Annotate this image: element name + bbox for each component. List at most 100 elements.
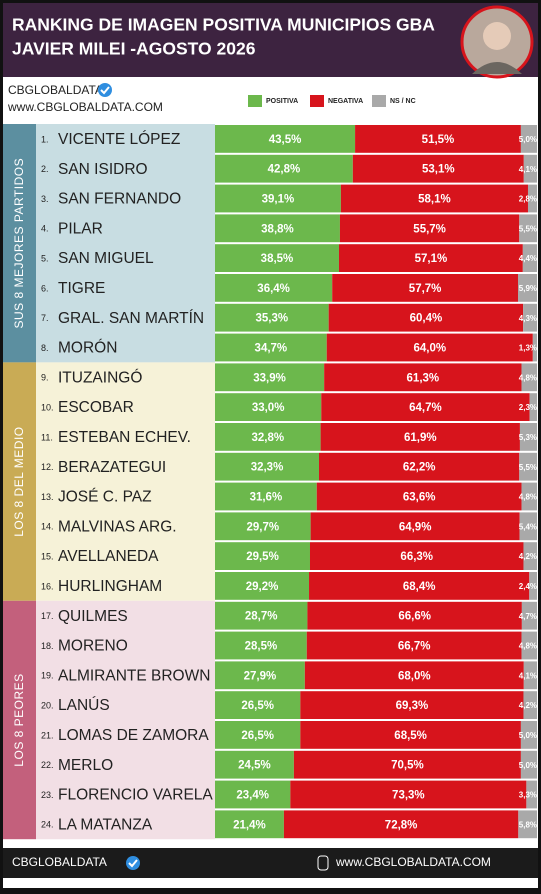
value-label: 72,8%: [385, 819, 418, 831]
bar-segment: [215, 631, 307, 660]
rank: 4.: [41, 224, 49, 234]
bar-segment: [518, 274, 537, 302]
bar-segment: [309, 572, 530, 600]
value-label: 68,0%: [398, 670, 431, 682]
bar-segment: [283, 810, 519, 839]
verified-icon: [98, 83, 112, 97]
bar-segment: [309, 542, 524, 570]
bar-segment: [215, 125, 356, 153]
value-label: 39,1%: [262, 194, 295, 206]
value-label: 2,3%: [519, 403, 537, 412]
category-label: LA MATANZA: [58, 816, 153, 833]
group-label: LOS 8 PEORES: [12, 673, 26, 766]
value-label: 4,8%: [519, 373, 537, 382]
category-label: TIGRE: [58, 280, 105, 297]
value-label: 61,9%: [404, 432, 437, 444]
bar-segment: [215, 572, 310, 600]
bar-segment: [326, 333, 533, 362]
brand-name: CBGLOBALDATA: [8, 83, 103, 97]
group-label: SUS 8 MEJORES PARTIDOS: [12, 158, 26, 329]
rank: 18.: [41, 641, 54, 651]
group-band: [3, 600, 36, 840]
category-label: ESCOBAR: [58, 399, 134, 416]
rank: 6.: [41, 283, 49, 293]
value-label: 3,3%: [519, 791, 537, 800]
value-label: 57,7%: [409, 283, 442, 295]
value-label: 29,5%: [246, 551, 279, 563]
group-background: [36, 124, 215, 363]
value-label: 55,7%: [413, 223, 446, 235]
value-label: 28,7%: [245, 611, 278, 623]
value-label: 38,5%: [261, 253, 294, 265]
value-label: 4,1%: [519, 671, 537, 680]
bar-segment: [519, 452, 537, 481]
value-label: 60,4%: [410, 313, 443, 325]
value-label: 26,5%: [241, 730, 274, 742]
bar-segment: [215, 542, 310, 570]
value-label: 33,0%: [252, 402, 285, 414]
rank: 12.: [41, 462, 54, 472]
value-label: 5,4%: [519, 522, 537, 531]
value-label: 5,0%: [519, 761, 537, 770]
legend-swatch: [310, 95, 324, 107]
footer-url: www.CBGLOBALDATA.COM: [335, 855, 491, 869]
category-label: PILAR: [58, 220, 103, 237]
bar-segment: [293, 750, 521, 779]
group-background: [36, 362, 215, 601]
value-label: 1,3%: [519, 344, 537, 353]
value-label: 58,1%: [418, 194, 451, 206]
value-label: 36,4%: [257, 283, 290, 295]
value-label: 68,4%: [403, 581, 436, 593]
bar-segment: [519, 214, 537, 243]
value-label: 35,3%: [256, 313, 289, 325]
bar-segment: [215, 214, 340, 243]
rank: 24.: [41, 820, 54, 830]
value-label: 5,0%: [519, 731, 537, 740]
rank: 14.: [41, 522, 54, 532]
category-label: AVELLANEDA: [58, 548, 159, 565]
bar-segment: [307, 601, 522, 630]
bar-segment: [300, 691, 524, 719]
value-label: 33,9%: [253, 372, 286, 384]
bar-segment: [215, 750, 294, 779]
rank: 2.: [41, 164, 49, 174]
bar-segment: [520, 750, 537, 779]
category-label: MALVINAS ARG.: [58, 518, 177, 535]
category-label: ITUZAINGÓ: [58, 369, 142, 386]
header-band: [3, 3, 538, 77]
category-label: FLORENCIO VARELA: [58, 787, 213, 804]
bar-segment: [523, 661, 537, 690]
value-label: 4,2%: [519, 701, 537, 710]
footer-band: [3, 848, 538, 878]
bar-segment: [215, 512, 311, 541]
group-band: [3, 124, 36, 363]
bar-segment: [523, 691, 537, 719]
category-label: SAN FERNANDO: [58, 191, 181, 208]
category-label: BERAZATEGUI: [58, 459, 166, 476]
category-label: MORÓN: [58, 340, 117, 357]
rank: 19.: [41, 671, 54, 681]
bar-segment: [320, 423, 520, 451]
rank: 11.: [41, 432, 53, 442]
bar-segment: [521, 482, 537, 511]
legend-swatch: [372, 95, 386, 107]
rank: 15.: [41, 551, 54, 561]
value-label: 32,8%: [252, 432, 285, 444]
value-label: 70,5%: [391, 760, 424, 772]
group-band: [3, 362, 36, 601]
bar-segment: [215, 482, 317, 511]
rank: 22.: [41, 760, 54, 770]
footer-name: CBGLOBALDATA: [12, 855, 107, 869]
bar-segment: [523, 303, 537, 332]
value-label: 51,5%: [422, 134, 455, 146]
chart-subtitle: JAVIER MILEI -AGOSTO 2026: [12, 39, 256, 59]
bar-segment: [529, 393, 537, 421]
bar-segment: [316, 482, 522, 511]
bar-segment: [215, 423, 321, 451]
value-label: 5,0%: [519, 135, 537, 144]
bar-segment: [340, 184, 528, 213]
bar-segment: [215, 184, 341, 213]
bar-segment: [215, 780, 291, 809]
bar-segment: [215, 244, 339, 272]
